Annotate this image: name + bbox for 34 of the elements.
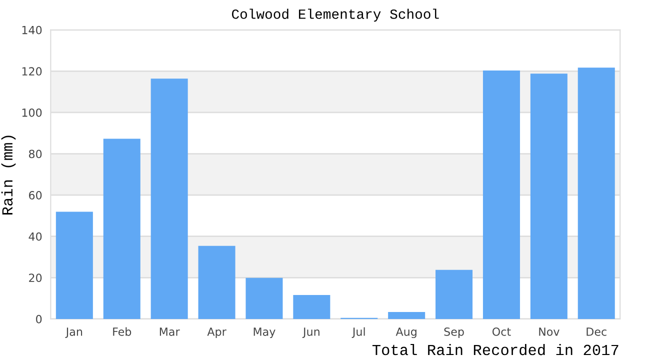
bar [103, 138, 140, 319]
x-tick-label: Jul [352, 327, 365, 338]
y-tick-label: 140 [22, 26, 42, 34]
y-tick-label: 80 [28, 150, 42, 158]
x-axis-title: Total Rain Recorded in 2017 [372, 344, 618, 356]
x-tick-label: Aug [396, 328, 416, 338]
x-tick-label: Sep [444, 327, 464, 338]
y-axis-title: Rain (mm) [1, 136, 16, 214]
bar [246, 278, 283, 319]
x-tick-label: Feb [113, 327, 132, 336]
bar [530, 74, 568, 319]
x-tick-label: Jun [302, 328, 320, 338]
bar [436, 270, 473, 319]
y-tick-label: 40 [28, 232, 42, 241]
bar [482, 70, 520, 319]
x-tick-label: Mar [160, 328, 180, 336]
bar [388, 312, 426, 319]
x-tick-label: Jan [65, 328, 82, 338]
y-tick-label: 100 [22, 108, 42, 117]
bar [150, 78, 188, 319]
y-tick-label: 60 [29, 191, 42, 200]
x-tick-label: Nov [539, 328, 560, 336]
x-tick-label: Oct [492, 327, 511, 336]
x-tick-label: May [254, 328, 276, 338]
y-tick-label: 120 [22, 67, 42, 76]
bar [578, 68, 615, 319]
y-tick-label: 0 [36, 314, 42, 324]
chart-title: Colwood Elementary School [232, 8, 439, 22]
x-tick-label: Apr [207, 328, 226, 338]
x-tick-label: Dec [586, 328, 606, 336]
bar [56, 212, 93, 319]
y-tick-label: 20 [29, 274, 42, 282]
bar [198, 246, 236, 319]
bar [293, 295, 330, 319]
